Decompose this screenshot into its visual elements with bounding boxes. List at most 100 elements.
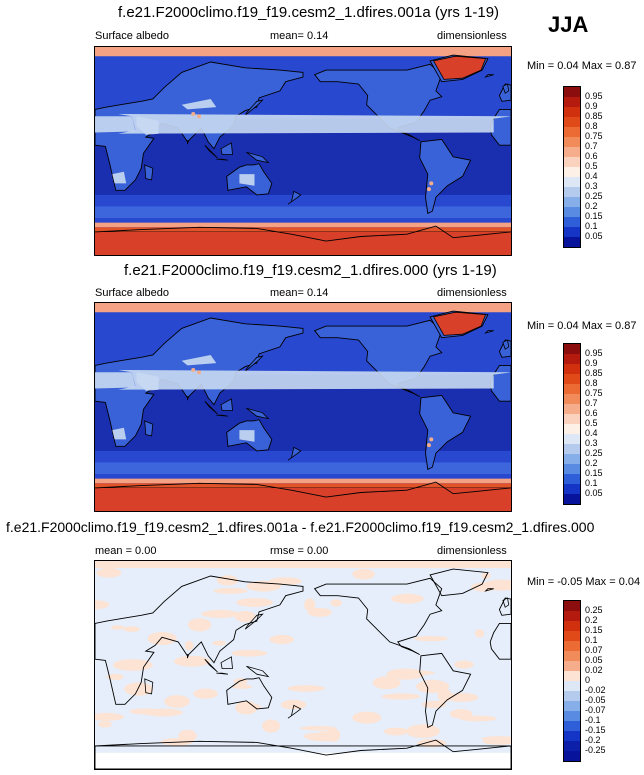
colorbar-tick-label: 0.95	[585, 91, 603, 101]
colorbar-segment	[564, 671, 580, 681]
island-coastline	[246, 407, 270, 420]
mountain-snow	[426, 443, 431, 448]
difference-field	[95, 561, 511, 769]
positive-anomaly-patch	[307, 608, 332, 617]
island-coastline	[204, 144, 218, 159]
panel-1-map	[94, 46, 512, 256]
colorbar-segment	[564, 167, 580, 177]
colorbar-segment	[564, 691, 580, 701]
antarctic-coastline	[95, 225, 511, 242]
colorbar-tick-label: 0.25	[585, 191, 603, 201]
coastline	[419, 652, 472, 729]
positive-anomaly-patch	[299, 726, 337, 731]
positive-anomaly-patch	[269, 577, 302, 586]
colorbar-tick-label: 0.15	[585, 211, 603, 221]
colorbar-segment	[564, 661, 580, 671]
island-coastline	[144, 678, 154, 695]
positive-anomaly-patch	[406, 724, 440, 738]
island-coastline	[144, 164, 154, 181]
island-coastline	[244, 355, 264, 372]
antarctic-coastline	[95, 481, 511, 498]
positive-anomaly-patch	[113, 674, 122, 681]
island-coastline	[502, 597, 510, 608]
island-coastline	[502, 339, 510, 350]
colorbar-tick-label: 0.75	[585, 388, 603, 398]
colorbar-tick-label: 0.75	[585, 131, 603, 141]
positive-anomaly-patch	[483, 739, 511, 745]
positive-anomaly-patch	[421, 700, 447, 709]
coastline	[95, 575, 304, 705]
positive-anomaly-patch	[147, 632, 177, 645]
colorbar-tick-label: 0.5	[585, 418, 598, 428]
antarctic-ice	[95, 231, 511, 255]
colorbar-tick-label: 0.05	[585, 488, 603, 498]
colorbar-segment	[564, 384, 580, 394]
colorbar-tick-label: 0.15	[585, 625, 603, 635]
season-label: JJA	[548, 12, 589, 37]
colorbar-tick-label: 0.9	[585, 358, 598, 368]
colorbar-tick-label: 0.85	[585, 111, 603, 121]
colorbar-tick-label: -0.02	[585, 685, 606, 695]
colorbar-segment	[564, 494, 580, 504]
colorbar-tick-label: 0.85	[585, 368, 603, 378]
colorbar-tick-label: 0.9	[585, 101, 598, 111]
colorbar-segment	[564, 434, 580, 444]
panel-2-variable: Surface albedo	[95, 287, 169, 299]
positive-anomaly-patch	[111, 625, 125, 630]
colorbar-tick-label: 0.3	[585, 438, 598, 448]
colorbar-segment	[564, 701, 580, 711]
colorbar-segment	[564, 731, 580, 741]
colorbar-strip	[563, 86, 581, 248]
colorbar-segment	[564, 364, 580, 374]
desert-region	[239, 174, 255, 186]
colorbar-strip	[563, 600, 581, 762]
colorbar-segment	[564, 107, 580, 117]
colorbar-tick-label: 0.1	[585, 635, 598, 645]
colorbar-segment	[564, 474, 580, 484]
colorbar-segment	[564, 237, 580, 247]
positive-anomaly-patch	[231, 649, 267, 657]
colorbar-segment	[564, 157, 580, 167]
colorbar-tick-label: 0.8	[585, 378, 598, 388]
mountain-snow	[197, 370, 201, 375]
island-coastline	[502, 83, 510, 94]
antarctic-coastline	[95, 739, 511, 756]
positive-anomaly-patch	[317, 730, 334, 738]
antarctic-band	[95, 752, 511, 769]
colorbar-segment	[564, 484, 580, 494]
colorbar-segment	[564, 424, 580, 434]
panel-3-title: f.e21.F2000climo.f19_f19.cesm2_1.dfires.…	[6, 519, 595, 535]
island-coastline	[220, 656, 233, 669]
positive-anomaly-patch	[454, 660, 474, 669]
colorbar-segment	[564, 464, 580, 474]
panel-3-units: dimensionless	[437, 545, 507, 557]
positive-anomaly-patch	[234, 610, 256, 623]
colorbar-tick-label: 0.6	[585, 408, 598, 418]
island-coastline	[204, 658, 218, 673]
positive-anomaly-patch	[416, 679, 450, 694]
sea-ice-edge	[95, 478, 511, 484]
colorbar-segment	[564, 137, 580, 147]
colorbar-segment	[564, 177, 580, 187]
desert-region	[181, 99, 217, 110]
mountain-snow	[191, 368, 196, 373]
positive-anomaly-patch	[123, 626, 140, 632]
positive-anomaly-patch	[262, 719, 280, 733]
colorbar-segment	[564, 404, 580, 414]
colorbar-tick-label: 0	[585, 675, 591, 685]
colorbar-segment	[564, 631, 580, 641]
panel-3-rmse: rmse = 0.00	[270, 545, 329, 557]
colorbar-segment	[564, 751, 580, 761]
panel-1-mean: mean= 0.14	[270, 30, 329, 42]
colorbar-segment	[564, 374, 580, 384]
greenland-ice	[432, 311, 487, 336]
positive-anomaly-patch	[352, 568, 375, 580]
positive-anomaly-patch	[280, 699, 307, 710]
positive-anomaly-patch	[269, 634, 294, 645]
positive-anomaly-patch	[330, 599, 342, 607]
desert-region	[181, 355, 217, 366]
colorbar-tick-label: 0.2	[585, 201, 598, 211]
island-coastline	[204, 400, 218, 415]
colorbar-tick-label: 0.2	[585, 615, 598, 625]
panel-2-title: f.e21.F2000climo.f19_f19.cesm2_1.dfires.…	[124, 262, 497, 279]
